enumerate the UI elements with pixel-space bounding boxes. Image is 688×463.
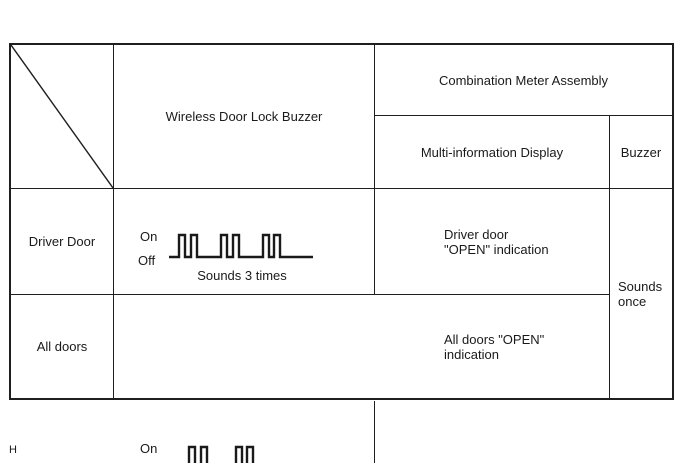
column-header-buzzer: Buzzer <box>610 116 672 189</box>
driver-door-display-indication-cell: Driver door "OPEN" indication <box>375 189 610 295</box>
indication-text-line: Driver door <box>444 226 509 242</box>
column-header-wireless-door-lock-buzzer: Wireless Door Lock Buzzer <box>114 45 375 189</box>
buzzer-label: Buzzer <box>620 144 662 160</box>
column-group-header-combination-meter-assembly: Combination Meter Assembly <box>375 45 672 116</box>
row-header-driver-door: Driver Door <box>11 189 114 295</box>
sounds-once-line: Sounds <box>618 278 663 294</box>
column-header-multi-information-display: Multi-information Display <box>375 116 610 189</box>
all-doors-label: All doors <box>36 339 88 354</box>
off-level-label: Off <box>138 253 156 268</box>
driver-door-label: Driver Door <box>28 234 96 249</box>
on-level-label: On <box>140 229 158 244</box>
driver-door-waveform-cell: On Off Sounds 3 times <box>114 189 375 295</box>
indication-text-line: "OPEN" indication <box>444 241 549 257</box>
diagonal-divider-line <box>11 45 113 188</box>
wireless-door-lock-buzzer-label: Wireless Door Lock Buzzer <box>165 109 323 124</box>
sounds-2-times-waveform <box>187 445 255 463</box>
row-header-all-doors: All doors <box>11 295 114 398</box>
on-level-label: On <box>140 441 158 456</box>
all-doors-display-indication-cell: All doors "OPEN" indication <box>375 295 610 398</box>
page-mark: H <box>9 444 17 456</box>
all-doors-waveform-cell: On Off Sounds 2 times <box>114 401 375 463</box>
buzzer-sounds-once-cell: Sounds once <box>610 189 672 398</box>
indication-text-line: All doors "OPEN" <box>444 331 545 347</box>
waveform-caption: Sounds 3 times <box>197 268 287 283</box>
corner-cell <box>11 45 114 189</box>
buzzer-indication-table: Wireless Door Lock Buzzer Combination Me… <box>9 43 674 463</box>
sounds-3-times-waveform <box>169 233 313 259</box>
combination-meter-assembly-label: Combination Meter Assembly <box>438 72 609 88</box>
multi-information-display-label: Multi-information Display <box>420 144 564 160</box>
indication-text-line: indication <box>444 346 499 362</box>
sounds-once-line: once <box>618 293 647 309</box>
